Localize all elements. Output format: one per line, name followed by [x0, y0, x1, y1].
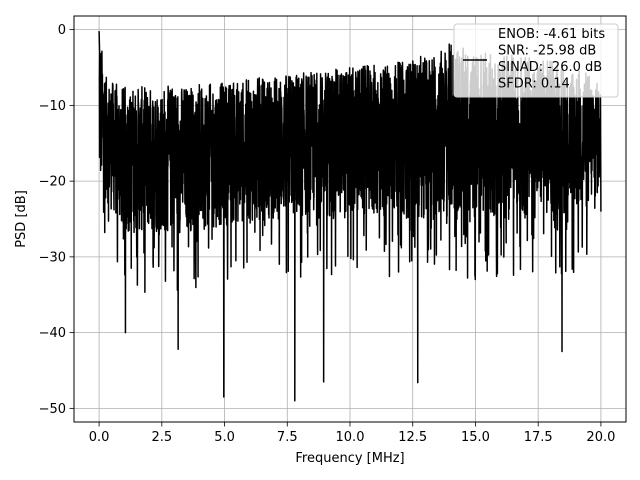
legend-entry-sinad: SINAD: -26.0 dB — [498, 60, 602, 75]
x-tick-label: 5.0 — [214, 430, 235, 445]
x-axis-ticks: 0.0 2.5 5.0 7.5 10.0 12.5 15.0 17.5 20.0 — [89, 422, 615, 445]
x-tick-label: 10.0 — [336, 430, 365, 445]
y-axis-ticks: 0 −10 −20 −30 −40 −50 — [39, 23, 74, 417]
legend-entry-sfdr: SFDR: 0.14 — [498, 77, 570, 92]
x-axis-label: Frequency [MHz] — [295, 451, 404, 466]
y-tick-label: −10 — [39, 99, 66, 114]
y-tick-label: −40 — [39, 326, 66, 341]
series-psd-line — [98, 31, 602, 402]
series-psd — [98, 31, 602, 402]
y-tick-label: 0 — [58, 23, 66, 38]
x-tick-label: 17.5 — [524, 430, 553, 445]
legend: ENOB: -4.61 bits SNR: -25.98 dB SINAD: -… — [453, 23, 619, 98]
legend-entry-enob: ENOB: -4.61 bits — [498, 27, 605, 42]
y-tick-label: −20 — [39, 175, 66, 190]
legend-entry-snr: SNR: -25.98 dB — [498, 44, 596, 59]
legend-box — [453, 23, 619, 98]
x-tick-label: 7.5 — [277, 430, 298, 445]
x-tick-label: 20.0 — [586, 430, 615, 445]
x-tick-label: 2.5 — [151, 430, 172, 445]
x-tick-label: 0.0 — [89, 430, 110, 445]
y-tick-label: −50 — [39, 402, 66, 417]
y-axis-label: PSD [dB] — [14, 190, 29, 248]
x-tick-label: 12.5 — [398, 430, 427, 445]
y-tick-label: −30 — [39, 250, 66, 265]
x-tick-label: 15.0 — [461, 430, 490, 445]
